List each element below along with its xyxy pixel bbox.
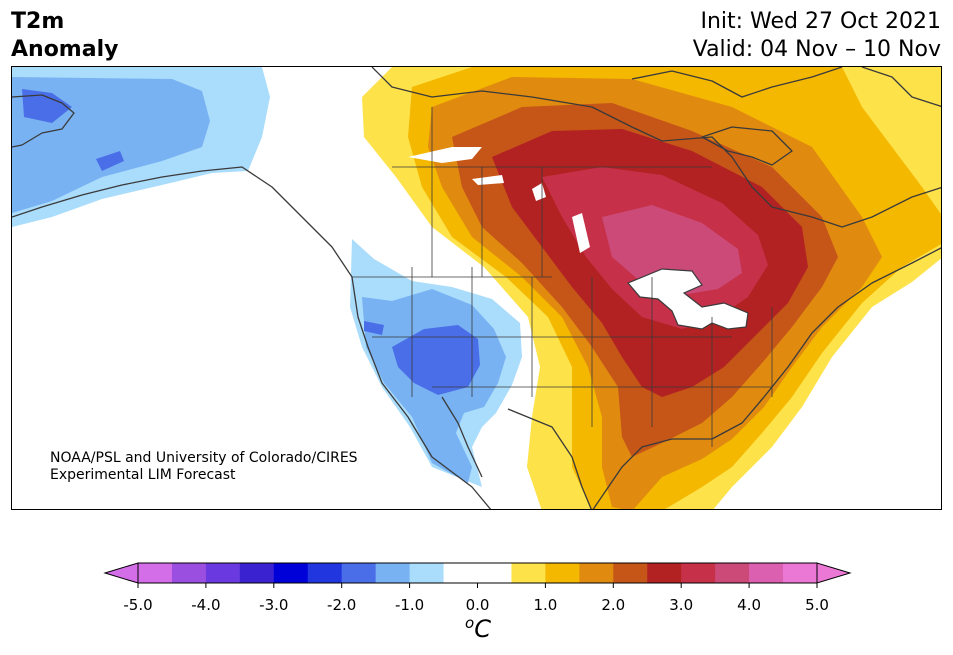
colorbar-over-arrow <box>816 562 852 584</box>
anomaly-region-alaska-dark <box>22 89 124 171</box>
lake-patch-1 <box>408 147 482 163</box>
great-lakes <box>627 268 749 330</box>
credit-text: NOAA/PSL and University of Colorado/CIRE… <box>50 450 358 484</box>
colorbar-tick-label: -2.0 <box>327 596 357 614</box>
colorbar-segment <box>783 563 818 583</box>
unit-letter: C <box>474 615 491 643</box>
unit-degree: o <box>465 614 475 632</box>
anomaly-region-west-dark <box>364 321 480 395</box>
lake-patch-4 <box>532 183 546 201</box>
valid-range: Valid: 04 Nov – 10 Nov <box>692 37 941 62</box>
colorbar-tick-label: 1.0 <box>533 596 558 614</box>
colorbar <box>103 562 852 588</box>
colorbar-segment <box>341 563 377 583</box>
colorbar-tick-label: -3.0 <box>259 596 289 614</box>
colorbar-segment <box>443 563 478 583</box>
colorbar-tick-label: 5.0 <box>805 596 829 614</box>
colorbar-tick-label: -5.0 <box>123 596 153 614</box>
colorbar-unit: oC <box>465 614 491 643</box>
anomaly-map <box>12 67 941 509</box>
colorbar-under-arrow <box>103 562 139 584</box>
map-panel: NOAA/PSL and University of Colorado/CIRE… <box>11 66 942 510</box>
title-variable: T2m <box>11 9 65 34</box>
init-date: Init: Wed 27 Oct 2021 <box>700 9 941 34</box>
lake-patch-2 <box>472 175 504 185</box>
colorbar-segment <box>138 563 173 583</box>
political-borders <box>352 107 773 447</box>
lake-patch-3 <box>572 213 590 253</box>
colorbar-tick-label: 3.0 <box>669 596 694 614</box>
colorbar-segment <box>545 563 580 583</box>
colorbar-segment <box>715 563 750 583</box>
credit-line-2: Experimental LIM Forecast <box>50 467 236 483</box>
colorbar-segment <box>205 563 241 583</box>
colorbar-tick-label: -4.0 <box>191 596 221 614</box>
anomaly-region-warm-35 <box>602 205 742 295</box>
colorbar-segment <box>613 563 648 583</box>
colorbar-segment <box>749 563 784 583</box>
credit-line-1: NOAA/PSL and University of Colorado/CIRE… <box>50 450 358 466</box>
colorbar-segment <box>307 563 343 583</box>
date-block: Init: Wed 27 Oct 2021 Valid: 04 Nov – 10… <box>693 8 941 64</box>
colorbar-segment <box>239 563 275 583</box>
colorbar-segment <box>273 563 309 583</box>
colorbar-segment <box>579 563 614 583</box>
title-product: Anomaly <box>11 37 119 62</box>
colorbar-segment <box>375 563 411 583</box>
colorbar-segment <box>409 563 445 583</box>
colorbar-segment <box>511 563 546 583</box>
colorbar-segment <box>681 563 716 583</box>
map-title: T2m Anomaly <box>11 8 118 64</box>
colorbar-tick-label: -1.0 <box>394 596 425 614</box>
colorbar-ticks <box>137 583 818 588</box>
colorbar-tick-label: 4.0 <box>737 596 762 614</box>
colorbar-tick-label: 0.0 <box>465 596 490 614</box>
colorbar-segments <box>138 563 818 583</box>
colorbar-segment <box>647 563 682 583</box>
colorbar-segment <box>171 563 207 583</box>
coastlines <box>12 67 941 509</box>
colorbar-segment <box>477 563 512 583</box>
colorbar-tick-label: 2.0 <box>601 596 626 614</box>
